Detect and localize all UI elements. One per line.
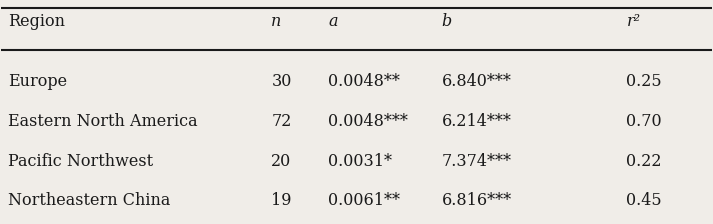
Text: 19: 19 (271, 192, 292, 209)
Text: Region: Region (9, 13, 66, 30)
Text: 0.0061**: 0.0061** (328, 192, 400, 209)
Text: n: n (271, 13, 282, 30)
Text: 0.22: 0.22 (627, 153, 662, 170)
Text: 0.0048**: 0.0048** (328, 73, 400, 90)
Text: r²: r² (627, 13, 640, 30)
Text: 30: 30 (271, 73, 292, 90)
Text: Eastern North America: Eastern North America (9, 113, 198, 130)
Text: 0.0031*: 0.0031* (328, 153, 392, 170)
Text: 0.25: 0.25 (627, 73, 662, 90)
Text: 0.0048***: 0.0048*** (328, 113, 408, 130)
Text: Europe: Europe (9, 73, 68, 90)
Text: 6.214***: 6.214*** (442, 113, 512, 130)
Text: 0.45: 0.45 (627, 192, 662, 209)
Text: 6.816***: 6.816*** (442, 192, 512, 209)
Text: 0.70: 0.70 (627, 113, 662, 130)
Text: 7.374***: 7.374*** (442, 153, 512, 170)
Text: 20: 20 (271, 153, 292, 170)
Text: 6.840***: 6.840*** (442, 73, 512, 90)
Text: Pacific Northwest: Pacific Northwest (9, 153, 153, 170)
Text: b: b (442, 13, 452, 30)
Text: Northeastern China: Northeastern China (9, 192, 171, 209)
Text: a: a (328, 13, 337, 30)
Text: 72: 72 (271, 113, 292, 130)
